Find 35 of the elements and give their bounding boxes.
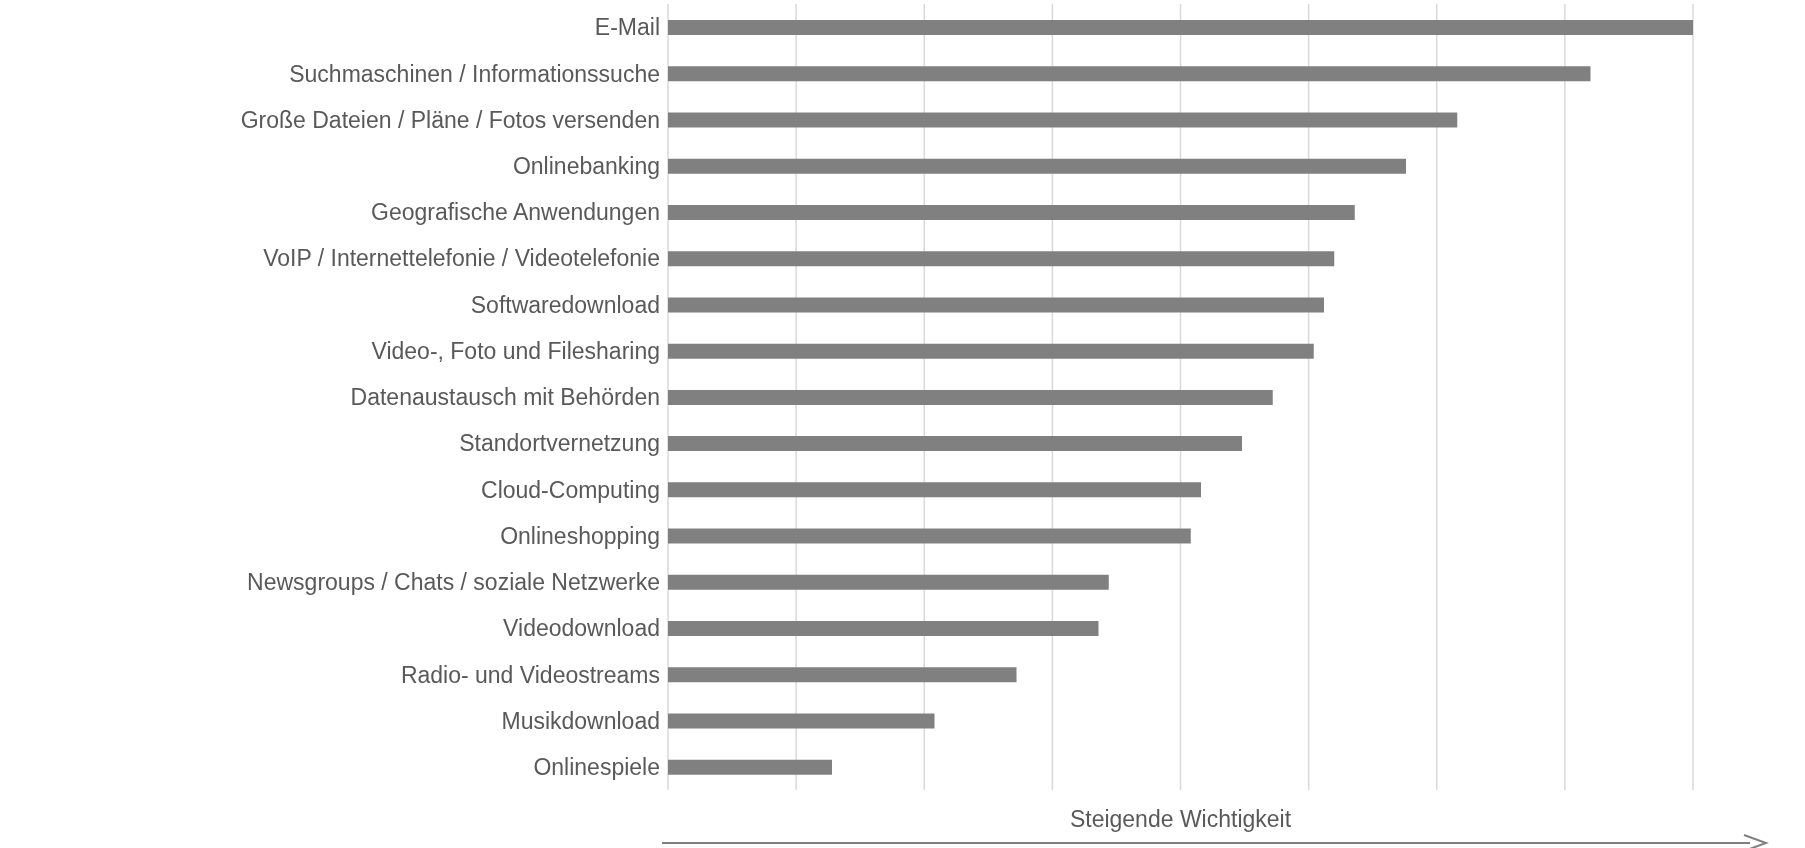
bar [668, 389, 1273, 405]
bar [668, 112, 1458, 128]
bar [668, 482, 1201, 498]
y-tick-label: Suchmaschinen / Informationssuche [289, 60, 660, 87]
bar [668, 621, 1099, 637]
y-tick-label: Softwaredownload [470, 291, 660, 318]
y-tick-label: E-Mail [594, 14, 660, 41]
y-tick-label: Cloud-Computing [481, 476, 660, 503]
bar [668, 528, 1191, 544]
y-tick-label: Onlinebanking [512, 152, 660, 179]
bar [668, 759, 832, 775]
y-tick-label: Videodownload [503, 615, 660, 642]
y-tick-label: Onlineshopping [500, 522, 660, 549]
bar [668, 66, 1591, 82]
y-tick-label: Newsgroups / Chats / soziale Netzwerke [247, 569, 660, 596]
bar [668, 713, 935, 729]
y-tick-label: Radio- und Videostreams [400, 661, 660, 688]
bar [668, 343, 1314, 359]
y-tick-label: Große Dateien / Pläne / Fotos versenden [240, 106, 660, 133]
bar [668, 667, 1017, 683]
bar [668, 574, 1109, 590]
y-tick-label: Video-, Foto und Filesharing [371, 337, 660, 364]
y-tick-label: Standortvernetzung [459, 430, 660, 457]
bar [668, 204, 1355, 220]
bar [668, 158, 1406, 174]
y-tick-label: Datenaustausch mit Behörden [350, 384, 660, 411]
x-axis-title: Steigende Wichtigkeit [1068, 806, 1293, 833]
bar [668, 297, 1324, 313]
bar [668, 436, 1242, 452]
bar [668, 20, 1693, 35]
y-tick-label: Onlinespiele [533, 754, 660, 781]
y-tick-label: Musikdownload [501, 707, 660, 734]
y-tick-label: Geografische Anwendungen [371, 199, 660, 226]
bar [668, 251, 1335, 267]
y-tick-label: VoIP / Internettelefonie / Videotelefonie [263, 245, 660, 272]
